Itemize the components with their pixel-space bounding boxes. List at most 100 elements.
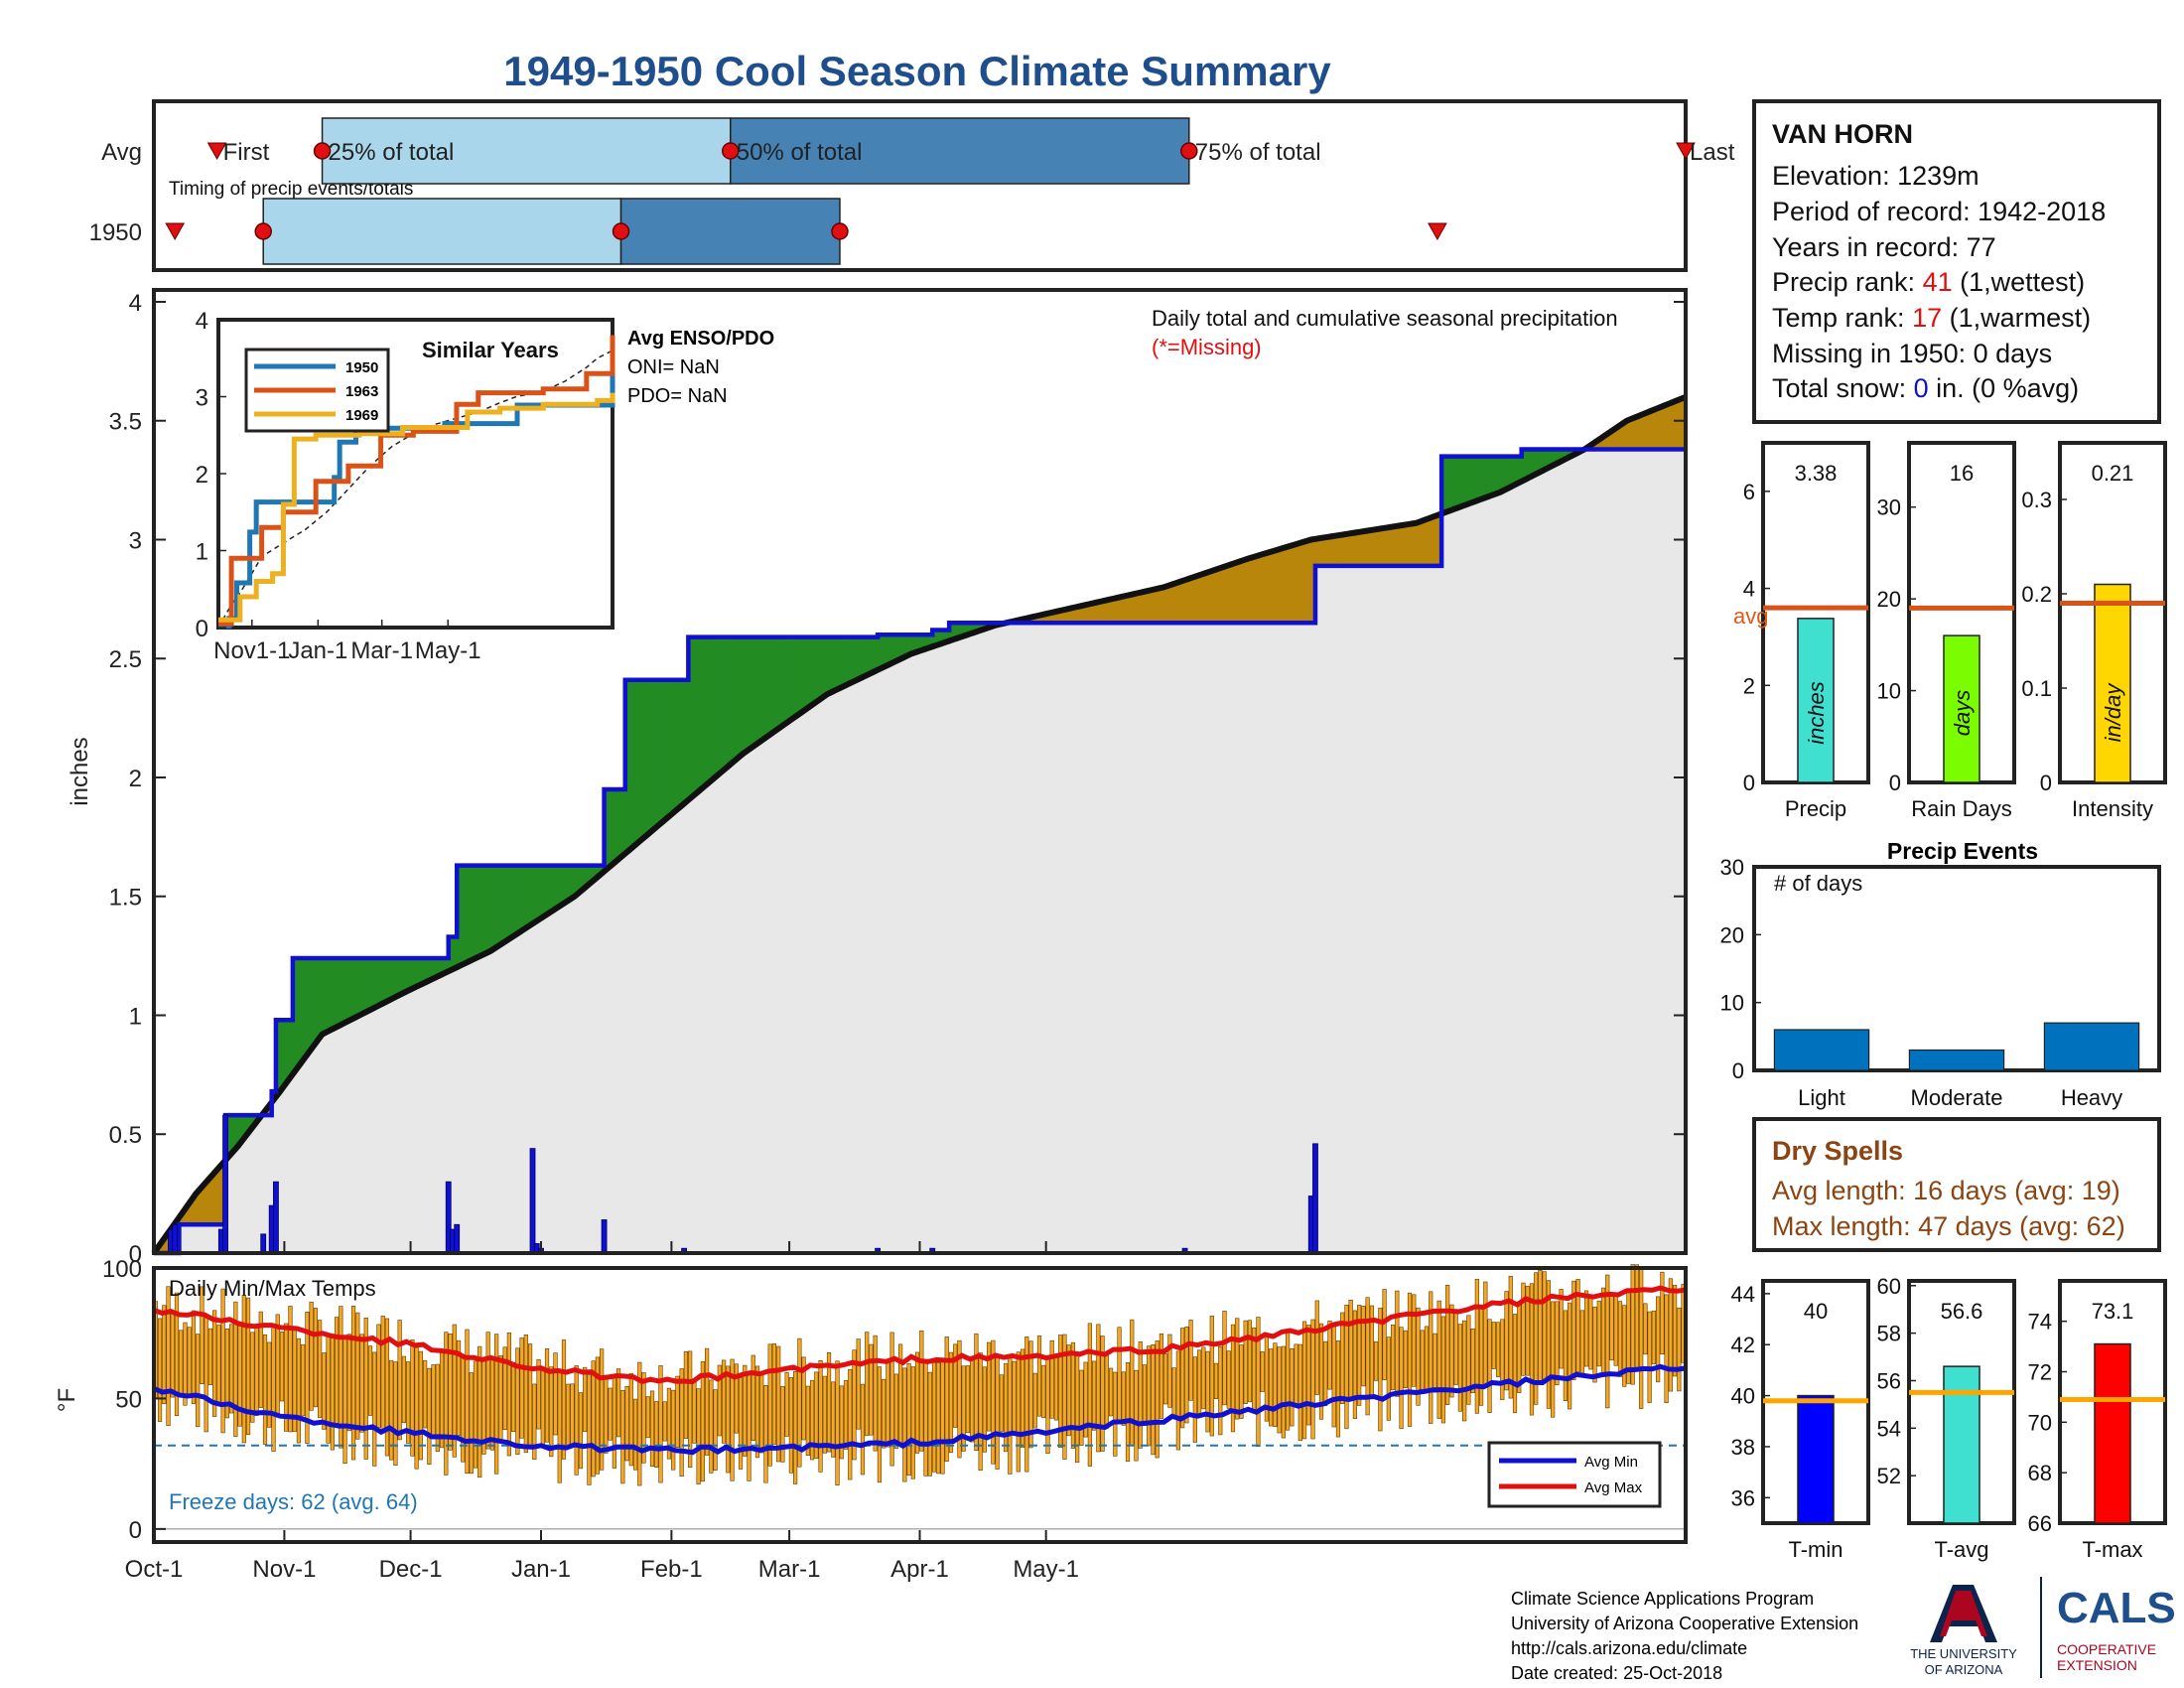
daily-temp-bar [166,1286,171,1426]
summary-raindays-bar [1943,634,1980,783]
daily-precip-bar [260,1233,267,1254]
daily-temp-bar [1297,1343,1302,1442]
daily-temp-bar [1222,1311,1227,1406]
diff-segment [440,958,446,975]
station-elevation: Elevation: 1239m [1772,161,1979,191]
daily-temp-bar [831,1381,836,1458]
daily-temp-bar [1285,1329,1291,1431]
diff-segment [1361,531,1367,566]
temp-tmin-bar [1797,1394,1835,1524]
precip-events-panel: Precip Events # of days Light Moderate Hea… [1720,838,2161,1110]
diff-segment [966,623,971,635]
y1950-75-marker [831,222,849,240]
diff-segment [784,636,790,723]
diff-segment [431,958,437,979]
daily-temp-bar [1269,1348,1274,1427]
diff-segment [318,958,324,1038]
daily-temp-bar [448,1334,453,1451]
diff-segment [1163,586,1169,624]
daily-temp-bar [877,1366,883,1483]
diff-segment [1630,418,1636,450]
daily-temp-bar [549,1366,554,1458]
precip-ytick-label: 1.5 [109,885,142,912]
daily-temp-bar [995,1354,1000,1470]
daily-temp-bar [422,1359,428,1429]
daily-temp-bar [987,1341,992,1432]
diff-segment [562,865,568,904]
events-ytick-label: 10 [1720,991,1744,1016]
diff-segment [823,636,828,696]
precip-ytick-label: 0 [129,1241,142,1268]
daily-temp-bar [1538,1269,1543,1384]
diff-segment [1109,599,1115,624]
daily-temp-bar [608,1387,613,1441]
diff-segment [865,636,871,675]
diff-segment [1298,542,1303,624]
daily-temp-bar [1529,1283,1535,1416]
daily-temp-bar [212,1310,217,1417]
daily-temp-bar [612,1375,616,1469]
daily-temp-bar [649,1390,655,1467]
diff-segment [372,958,378,1008]
legend-avgmax-label: Avg Max [1584,1479,1643,1496]
daily-temp-bar [1192,1356,1197,1443]
daily-temp-bar [1091,1360,1097,1431]
temp-ytick-label: 0 [129,1517,142,1544]
daily-temp-bar [1184,1327,1189,1424]
inset-ytick-label: 1 [196,539,208,566]
daily-temp-bar [1209,1315,1214,1437]
daily-temp-bar [1024,1336,1029,1473]
daily-temp-bar [1306,1325,1311,1426]
summary-intensity-tick-label: 0.3 [2021,488,2052,512]
daily-temp-bar [502,1346,507,1430]
daily-temp-bar [1100,1336,1105,1452]
diff-segment [1673,401,1679,450]
diff-segment [1273,550,1279,624]
diff-segment [1656,407,1662,450]
diff-segment [927,634,933,647]
daily-temp-bar [1571,1280,1576,1380]
diff-segment [1664,404,1670,450]
diff-segment [414,958,420,987]
daily-temp-bar [267,1341,272,1428]
daily-temp-bar [1521,1282,1526,1376]
daily-temp-bar [713,1389,718,1472]
daily-temp-bar [478,1345,482,1478]
diff-segment [1235,562,1241,624]
avg-first-marker [206,142,227,161]
daily-temp-bar [1020,1348,1025,1449]
summary-intensity-value: 0.21 [2092,461,2134,486]
inset-ytick-label: 2 [196,462,208,489]
daily-temp-bar [485,1332,490,1450]
diff-segment [911,634,916,653]
diff-segment [730,636,736,764]
precip-ytick-label: 3.5 [109,409,142,436]
diff-segment [1635,416,1640,450]
daily-temp-bar [305,1312,310,1445]
precip-ytick-label: 2 [129,766,142,792]
precip-panel: 0 0.5 1 1.5 2 2.5 3 3.5 4 inches Daily total and… [67,288,1688,1268]
diff-segment [1121,596,1127,624]
diff-segment [1143,591,1149,624]
daily-temp-bar [1525,1285,1530,1376]
inset-series-1950 [218,367,615,629]
daily-temp-bar [1609,1294,1614,1361]
diff-segment [1167,585,1173,624]
daily-temp-bar [944,1336,949,1462]
diff-segment [301,958,307,1060]
daily-temp-bar [162,1305,167,1404]
inset-ytick-label: 4 [196,308,208,335]
summary-raindays-tick-label: 30 [1877,495,1901,520]
diff-segment [183,1208,189,1225]
summary-intensity-tick-label: 0.2 [2021,582,2052,607]
daily-temp-bar [1247,1320,1253,1403]
daily-temp-bar [1517,1301,1522,1393]
diff-segment [801,636,807,711]
precip-y-axis: 0 0.5 1 1.5 2 2.5 3 3.5 4 [109,290,1686,1268]
daily-temp-bar [1175,1350,1180,1451]
avg-25-marker [313,142,332,160]
diff-segment [1327,536,1333,566]
diff-segment [671,679,677,813]
temp-ytick-label: 50 [115,1386,142,1413]
daily-temp-bar [835,1360,840,1485]
